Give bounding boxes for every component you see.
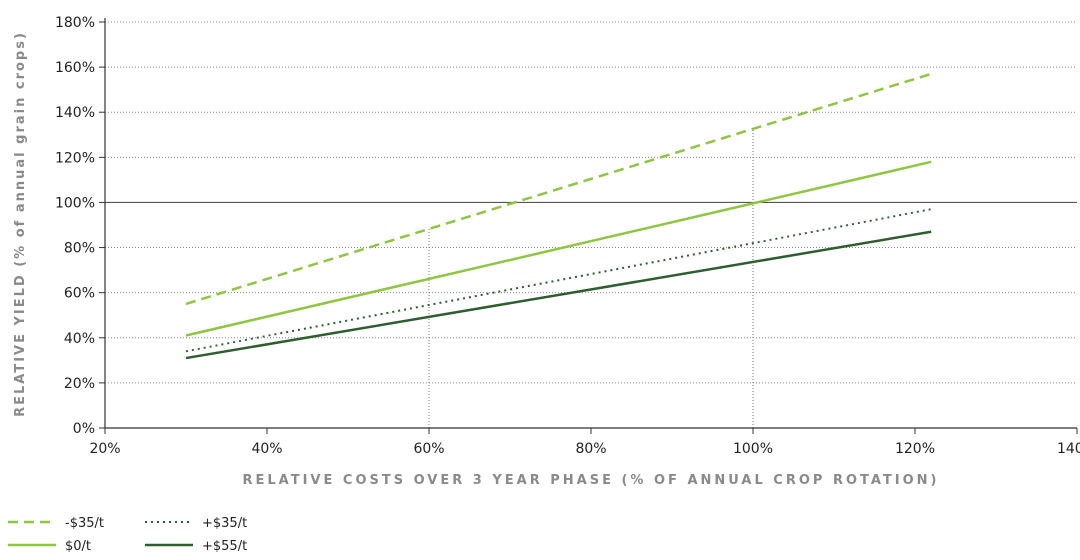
tick-labels: 0% 20% 40% 60% 80% 100% 120% 140% 160% 180% 20% 40%… xyxy=(55,15,1080,457)
x-axis-title: RELATIVE COSTS OVER 3 YEAR PHASE (% OF A… xyxy=(243,473,940,488)
legend-label: +$55/t xyxy=(202,539,247,554)
series-line-pos55 xyxy=(185,230,932,360)
x-tick-label: 80% xyxy=(575,441,606,457)
y-tick-label: 180% xyxy=(55,15,95,31)
y-tick-label: 20% xyxy=(64,376,95,392)
x-tick-label: 140% xyxy=(1057,441,1080,457)
series-line-0 xyxy=(185,160,932,337)
y-tick-label: 80% xyxy=(64,241,95,257)
series-lines xyxy=(185,72,932,360)
y-axis-title: RELATIVE YIELD (% of annual grain crops) xyxy=(13,31,28,417)
x-tick-label: 100% xyxy=(733,441,773,457)
x-tick-label: 120% xyxy=(895,441,935,457)
legend: -$35/t $0/t +$35/t +$55/t xyxy=(8,516,247,554)
x-tick-label: 20% xyxy=(89,441,120,457)
y-tick-label: 0% xyxy=(73,421,95,437)
y-tick-label: 100% xyxy=(55,195,95,211)
legend-label: +$35/t xyxy=(202,516,247,531)
axes xyxy=(104,18,1077,429)
y-tick-label: 60% xyxy=(64,286,95,302)
x-tick-label: 40% xyxy=(251,441,282,457)
x-tick-label: 60% xyxy=(413,441,444,457)
y-tick-label: 140% xyxy=(55,105,95,121)
gridlines xyxy=(105,21,1077,384)
legend-label: -$35/t xyxy=(65,516,104,531)
series-line-pos35 xyxy=(185,208,932,353)
reference-lines xyxy=(105,128,1077,428)
series-line-neg35 xyxy=(185,72,932,306)
y-tick-label: 120% xyxy=(55,150,95,166)
y-tick-label: 160% xyxy=(55,60,95,76)
y-tick-label: 40% xyxy=(64,331,95,347)
legend-label: $0/t xyxy=(65,539,91,554)
